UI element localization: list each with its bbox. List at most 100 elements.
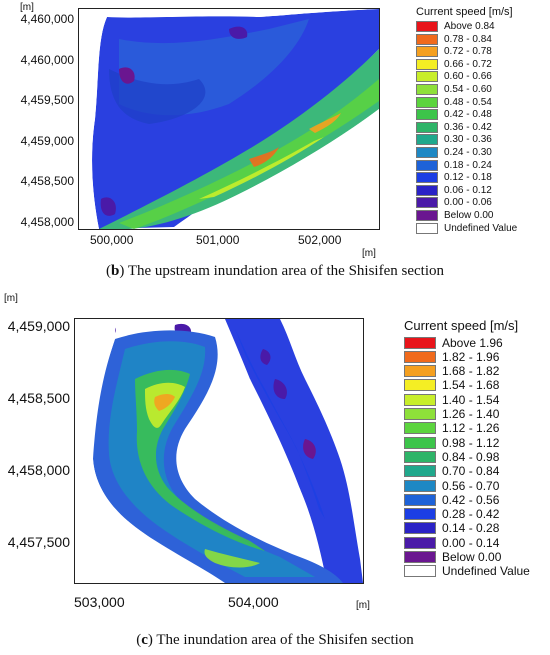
c-y-tick-label: 4,458,500 xyxy=(7,390,70,406)
b-legend-entry: 0.78 - 0.84 xyxy=(416,33,492,46)
b-legend-label: 0.00 - 0.06 xyxy=(444,197,492,209)
c-legend-swatch xyxy=(404,551,436,563)
c-map-frame xyxy=(74,318,364,584)
c-legend-label: Below 0.00 xyxy=(442,550,502,564)
c-legend-label: 1.82 - 1.96 xyxy=(442,349,500,364)
b-caption: (b) The upstream inundation area of the … xyxy=(106,263,444,279)
c-legend-entry: 0.98 - 1.12 xyxy=(404,435,500,450)
c-legend-swatch xyxy=(404,408,436,420)
c-y-tick-label: 4,458,000 xyxy=(7,462,70,478)
b-current-speed-map xyxy=(79,9,379,229)
b-legend-swatch xyxy=(416,222,438,234)
c-legend-label: 1.40 - 1.54 xyxy=(442,392,500,407)
b-legend-swatch xyxy=(416,84,438,95)
c-x-tick-label: 503,000 xyxy=(74,594,125,610)
c-legend-entry: 1.54 - 1.68 xyxy=(404,378,499,392)
b-x-tick-label: 502,000 xyxy=(298,233,342,247)
c-legend-swatch xyxy=(404,436,436,449)
b-legend-label: 0.72 - 0.78 xyxy=(444,46,492,58)
b-legend-label: 0.18 - 0.24 xyxy=(444,159,492,171)
c-legend-label: 0.28 - 0.42 xyxy=(442,507,500,522)
c-caption-letter: c xyxy=(141,632,148,648)
c-legend-label: 0.42 - 0.56 xyxy=(442,492,500,507)
c-legend-label: Undefined Value xyxy=(442,564,530,579)
c-legend-entry: 1.40 - 1.54 xyxy=(404,392,500,407)
b-legend-title: Current speed [m/s] xyxy=(416,6,513,18)
b-legend-swatch xyxy=(416,96,438,108)
b-legend-swatch xyxy=(416,21,438,32)
c-legend-swatch xyxy=(404,493,436,506)
b-y-tick-label: 4,458,000 xyxy=(20,214,74,229)
c-legend-entry: 0.14 - 0.28 xyxy=(404,521,499,535)
c-legend-swatch xyxy=(404,479,436,492)
b-legend-entry: 0.12 - 0.18 xyxy=(416,171,492,184)
b-legend-entry: 0.06 - 0.12 xyxy=(416,184,492,197)
b-y-tick-label: 4,460,000 xyxy=(20,52,74,67)
c-legend-label: 0.84 - 0.98 xyxy=(442,449,500,464)
c-y-tick-label: 4,459,000 xyxy=(7,318,70,334)
b-legend-swatch xyxy=(416,58,438,70)
b-legend-entry: 0.54 - 0.60 xyxy=(416,83,492,96)
b-legend-entry: 0.18 - 0.24 xyxy=(416,159,492,172)
b-y-tick-label: 4,459,500 xyxy=(20,93,74,107)
b-legend-swatch xyxy=(416,210,438,221)
b-caption-letter: b xyxy=(111,263,120,279)
c-y-tick-label: 4,457,500 xyxy=(7,534,70,550)
b-legend-swatch xyxy=(416,159,438,171)
b-legend-swatch xyxy=(416,33,438,45)
c-legend-label: Above 1.96 xyxy=(442,335,503,350)
b-legend-label: 0.66 - 0.72 xyxy=(444,58,492,70)
b-y-unit: [m] xyxy=(20,2,34,13)
c-legend-entry: 0.28 - 0.42 xyxy=(404,507,500,522)
b-caption-text: The upstream inundation area of the Shis… xyxy=(127,263,444,279)
c-legend-swatch xyxy=(404,379,436,392)
b-legend-swatch xyxy=(416,147,438,158)
c-legend-swatch xyxy=(404,393,436,406)
b-legend-swatch xyxy=(416,109,438,121)
c-legend-label: 0.98 - 1.12 xyxy=(442,435,500,450)
b-legend-label: 0.30 - 0.36 xyxy=(444,134,492,146)
c-legend-entry: 0.56 - 0.70 xyxy=(404,478,500,493)
b-legend-label: 0.06 - 0.12 xyxy=(444,184,492,196)
b-legend-swatch xyxy=(416,46,438,58)
b-legend-label: 0.48 - 0.54 xyxy=(444,96,492,108)
b-legend-entry: 0.24 - 0.30 xyxy=(416,146,492,159)
b-legend-label: Below 0.00 xyxy=(444,210,494,221)
c-y-unit: [m] xyxy=(4,293,18,304)
c-current-speed-map xyxy=(75,319,363,583)
c-legend-entry: Above 1.96 xyxy=(404,335,503,350)
c-legend-entry: 1.82 - 1.96 xyxy=(404,349,500,364)
b-legend-swatch xyxy=(416,71,438,83)
c-caption-text: The inundation area of the Shisifen sect… xyxy=(156,632,414,648)
b-map-frame xyxy=(78,8,380,230)
b-legend-label: Above 0.84 xyxy=(444,21,495,32)
c-legend-swatch xyxy=(404,465,436,478)
c-legend-entry: Undefined Value xyxy=(404,564,530,579)
b-legend-entry: 0.66 - 0.72 xyxy=(416,58,492,71)
c-legend-entry: 1.26 - 1.40 xyxy=(404,407,499,421)
c-x-tick-label: 504,000 xyxy=(228,594,279,610)
b-legend-entry: 0.42 - 0.48 xyxy=(416,108,492,121)
c-legend-label: 0.56 - 0.70 xyxy=(442,478,500,493)
b-legend-label: 0.36 - 0.42 xyxy=(444,121,492,133)
b-legend-label: 0.60 - 0.66 xyxy=(444,71,492,83)
b-y-tick-label: 4,459,000 xyxy=(20,133,74,148)
b-legend-label: 0.42 - 0.48 xyxy=(444,109,492,121)
c-legend-swatch xyxy=(404,565,436,578)
b-legend-swatch xyxy=(416,184,438,196)
c-legend-swatch xyxy=(404,522,436,535)
b-legend-entry: 0.48 - 0.54 xyxy=(416,96,492,109)
c-legend-label: 1.12 - 1.26 xyxy=(442,421,500,436)
b-legend-entry: 0.00 - 0.06 xyxy=(416,196,492,209)
c-legend-entry: 0.70 - 0.84 xyxy=(404,464,500,479)
b-legend-swatch xyxy=(416,121,438,133)
b-legend-entry: 0.60 - 0.66 xyxy=(416,70,492,83)
c-legend-swatch xyxy=(404,336,436,349)
b-legend-swatch xyxy=(416,197,438,209)
b-legend-entry: 0.30 - 0.36 xyxy=(416,133,492,146)
c-legend-label: 0.70 - 0.84 xyxy=(442,464,500,479)
c-legend-entry: 0.42 - 0.56 xyxy=(404,492,500,507)
c-legend-label: 0.00 - 0.14 xyxy=(442,535,500,550)
c-legend-entry: 0.00 - 0.14 xyxy=(404,535,500,550)
b-legend-swatch xyxy=(416,172,438,184)
